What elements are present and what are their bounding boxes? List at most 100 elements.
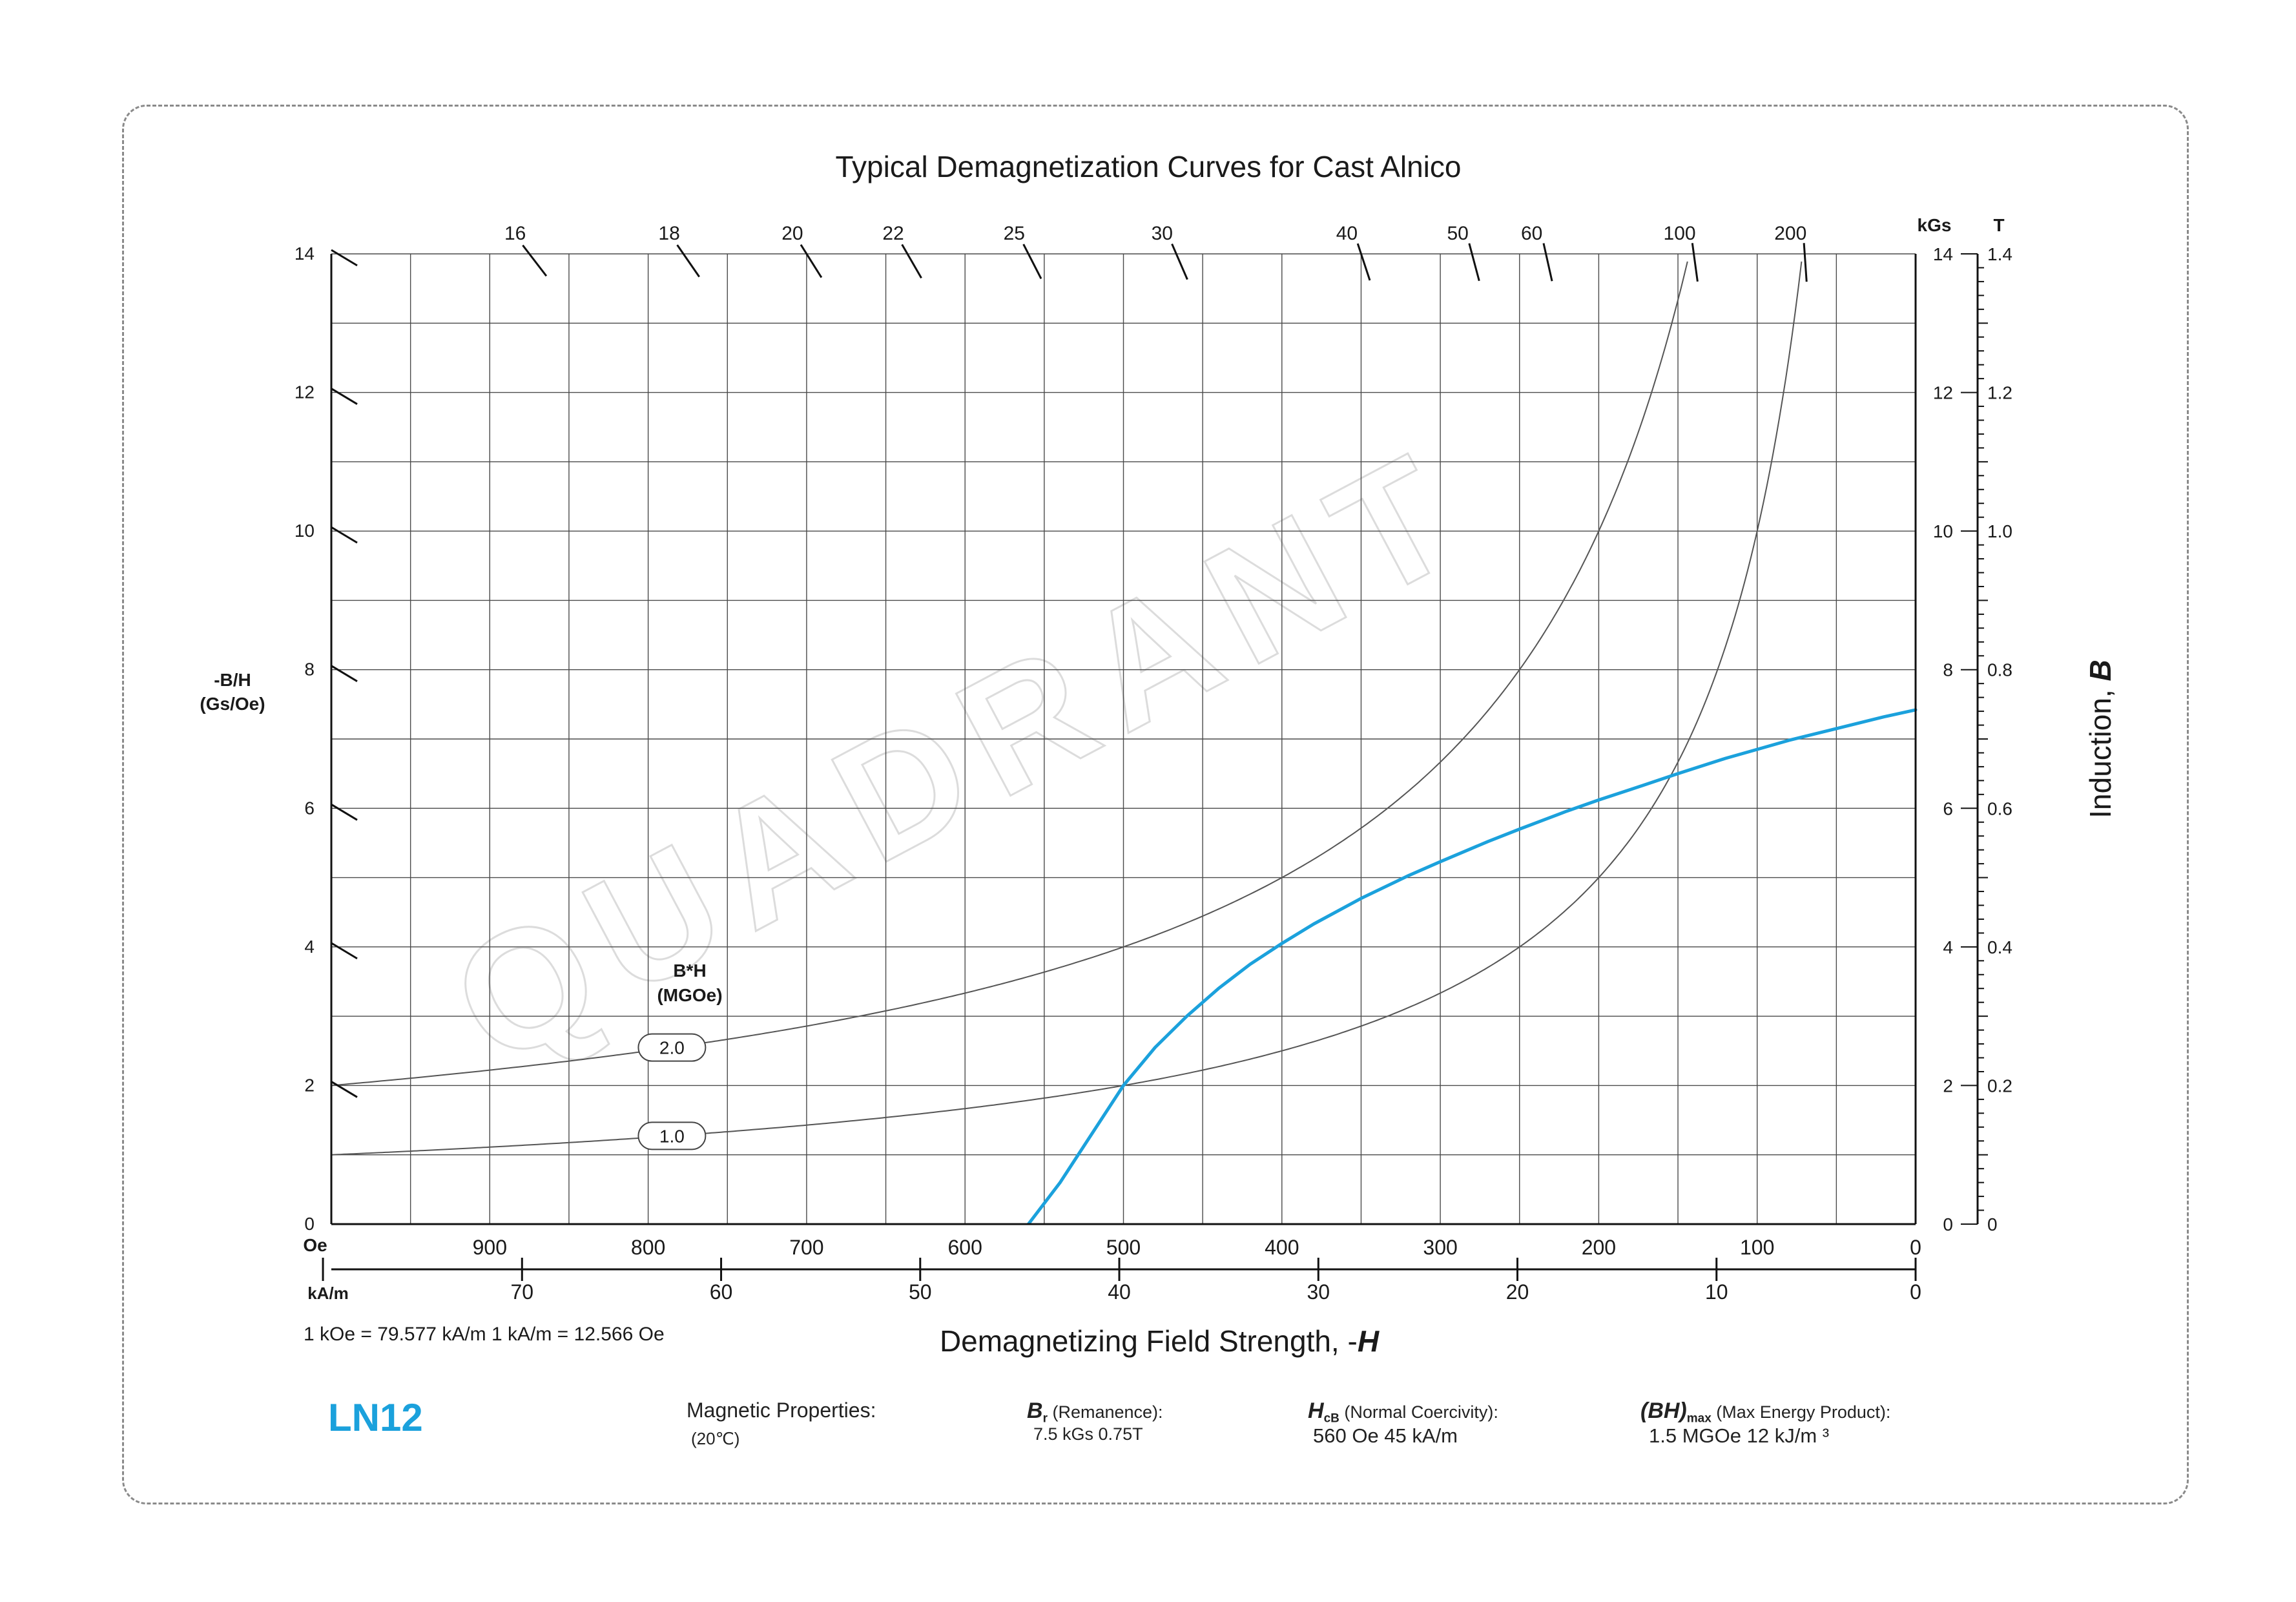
bh-label: (Max Energy Product): xyxy=(1711,1402,1891,1422)
permeance-tick-top xyxy=(1542,243,1553,282)
energy-curve-label: 1.0 xyxy=(659,1126,685,1146)
permeance-top-label: 16 xyxy=(504,223,526,244)
x-tick-label-oe: 0 xyxy=(1910,1236,1921,1259)
permeance-tick-top xyxy=(1468,243,1480,282)
energy-label-line1: B*H xyxy=(673,961,706,981)
y-tick-label-left: 2 xyxy=(304,1075,315,1095)
x-axis-title: Demagnetizing Field Strength, -H xyxy=(940,1324,1380,1358)
x-tick-label-oe: 100 xyxy=(1740,1236,1774,1259)
y-tick-label-t: 0.2 xyxy=(1987,1076,2012,1096)
y-tick-label-t: 1.2 xyxy=(1987,383,2012,403)
chart-curves: 2.0 1.0 xyxy=(331,261,1918,1224)
permeance-top-label: 30 xyxy=(1152,223,1173,244)
permeance-tick-top xyxy=(901,244,922,279)
y-tick-label-left: 12 xyxy=(295,382,315,402)
y-axis-title: Induction, B xyxy=(2084,660,2117,818)
y-tick-label-kgs: 2 xyxy=(1943,1076,1953,1096)
hcb-subscript: cB xyxy=(1323,1411,1339,1426)
hcb-label: (Normal Coercivity): xyxy=(1339,1402,1498,1422)
permeance-top-label: 60 xyxy=(1521,223,1542,244)
x-tick-label-oe: 400 xyxy=(1265,1236,1299,1259)
permeance-tick-left xyxy=(331,1081,358,1098)
hcb-symbol: H xyxy=(1308,1399,1324,1423)
chart-labels: B*H(MGOe)900 800 700 600 500 400 300 200 100 0Oe7… xyxy=(200,150,2117,1358)
permeance-top-label: 50 xyxy=(1447,223,1468,244)
y-tick-label-t: 1.4 xyxy=(1987,244,2012,264)
y-tick-label-kgs: 6 xyxy=(1943,798,1953,818)
x-tick-label-kam: 20 xyxy=(1506,1280,1529,1304)
permeance-top-label: 40 xyxy=(1336,223,1358,244)
permeance-tick-left xyxy=(331,526,358,544)
permeance-top-label: 22 xyxy=(882,223,904,244)
permeance-tick-top xyxy=(676,244,700,278)
permeance-tick-left xyxy=(331,665,358,683)
watermark: QUADRANT xyxy=(424,411,1499,1102)
energy-curve-label: 2.0 xyxy=(659,1038,685,1058)
permeance-label-line1: -B/H xyxy=(214,670,251,690)
y-tick-label-t: 0.6 xyxy=(1987,798,2012,818)
remanence-value: 7.5 kGs 0.75T xyxy=(1033,1424,1143,1444)
demag-curve xyxy=(1026,708,1918,1224)
permeance-tick-top xyxy=(1803,243,1808,282)
x-tick-label-kam: 40 xyxy=(1108,1280,1131,1304)
permeance-tick-top xyxy=(1171,243,1188,280)
y-tick-label-left: 10 xyxy=(295,521,315,541)
y-tick-label-kgs: 4 xyxy=(1943,937,1953,957)
y-tick-label-t: 1.0 xyxy=(1987,521,2012,541)
permeance-label-line2: (Gs/Oe) xyxy=(200,694,265,714)
y-tick-label-left: 6 xyxy=(304,798,315,818)
x-tick-label-oe: 300 xyxy=(1423,1236,1457,1259)
permeance-tick-left xyxy=(331,942,358,960)
energy-curve-1.0 xyxy=(331,261,1803,1156)
y-tick-label-kgs: 8 xyxy=(1943,660,1953,680)
permeance-tick-top xyxy=(1022,244,1042,280)
temperature-label: (20℃) xyxy=(691,1429,740,1448)
x-unit-oe: Oe xyxy=(303,1235,327,1255)
x-tick-label-kam: 50 xyxy=(909,1280,932,1304)
magnetic-properties-label: Magnetic Properties: xyxy=(687,1399,876,1422)
x-tick-label-oe: 800 xyxy=(631,1236,665,1259)
x-tick-label-kam: 10 xyxy=(1705,1280,1728,1304)
coercivity-heading: HcB (Normal Coercivity): xyxy=(1308,1399,1498,1426)
permeance-tick-top xyxy=(1356,243,1371,281)
x-tick-label-oe: 700 xyxy=(789,1236,823,1259)
br-symbol: B xyxy=(1027,1399,1043,1423)
chart-grid xyxy=(331,253,1916,1225)
watermark-text: QUADRANT xyxy=(424,412,1498,1101)
permeance-top-label: 200 xyxy=(1774,223,1806,244)
x-tick-label-kam: 0 xyxy=(1910,1280,1921,1304)
energy-curve-label-box xyxy=(637,1033,707,1062)
energy-label-line2: (MGOe) xyxy=(657,985,722,1005)
energy-curve-label-box xyxy=(637,1121,707,1150)
y-tick-label-left: 4 xyxy=(304,937,315,957)
chart-axes xyxy=(322,243,1988,1281)
bh-symbol: (BH) xyxy=(1640,1399,1687,1423)
permeance-tick-top xyxy=(800,244,823,278)
x-tick-label-kam: 30 xyxy=(1307,1280,1330,1304)
permeance-top-label: 100 xyxy=(1664,223,1696,244)
card-frame xyxy=(122,105,2189,1504)
y-tick-label-kgs: 10 xyxy=(1933,521,1953,541)
permeance-tick-top xyxy=(522,244,548,277)
x-tick-label-oe: 200 xyxy=(1582,1236,1616,1259)
energy-curve-2.0 xyxy=(331,261,1688,1087)
unit-conversion-note: 1 kOe = 79.577 kA/m 1 kA/m = 12.566 Oe xyxy=(304,1324,665,1345)
x-unit-kam: kA/m xyxy=(307,1284,349,1303)
y-tick-label-left-zero: 0 xyxy=(304,1214,315,1234)
energy-product-heading: (BH)max (Max Energy Product): xyxy=(1640,1399,1890,1426)
x-tick-label-oe: 600 xyxy=(948,1236,982,1259)
energy-product-value: 1.5 MGOe 12 kJ/m ³ xyxy=(1649,1424,1830,1447)
permeance-top-label: 18 xyxy=(658,223,679,244)
x-tick-label-oe: 500 xyxy=(1106,1236,1141,1259)
bh-subscript: max xyxy=(1686,1411,1712,1426)
y-tick-label-t: 0.8 xyxy=(1987,660,2012,680)
y-unit-t: T xyxy=(1993,215,2004,235)
y-tick-label-t: 0.4 xyxy=(1987,937,2012,957)
br-subscript: r xyxy=(1042,1411,1048,1426)
y-tick-label-kgs: 12 xyxy=(1933,383,1953,403)
x-tick-label-oe: 900 xyxy=(473,1236,507,1259)
coercivity-value: 560 Oe 45 kA/m xyxy=(1313,1424,1458,1447)
remanence-heading: Br (Remanence): xyxy=(1027,1399,1163,1426)
permeance-tick-left xyxy=(331,803,358,821)
permeance-top-label: 25 xyxy=(1004,223,1025,244)
